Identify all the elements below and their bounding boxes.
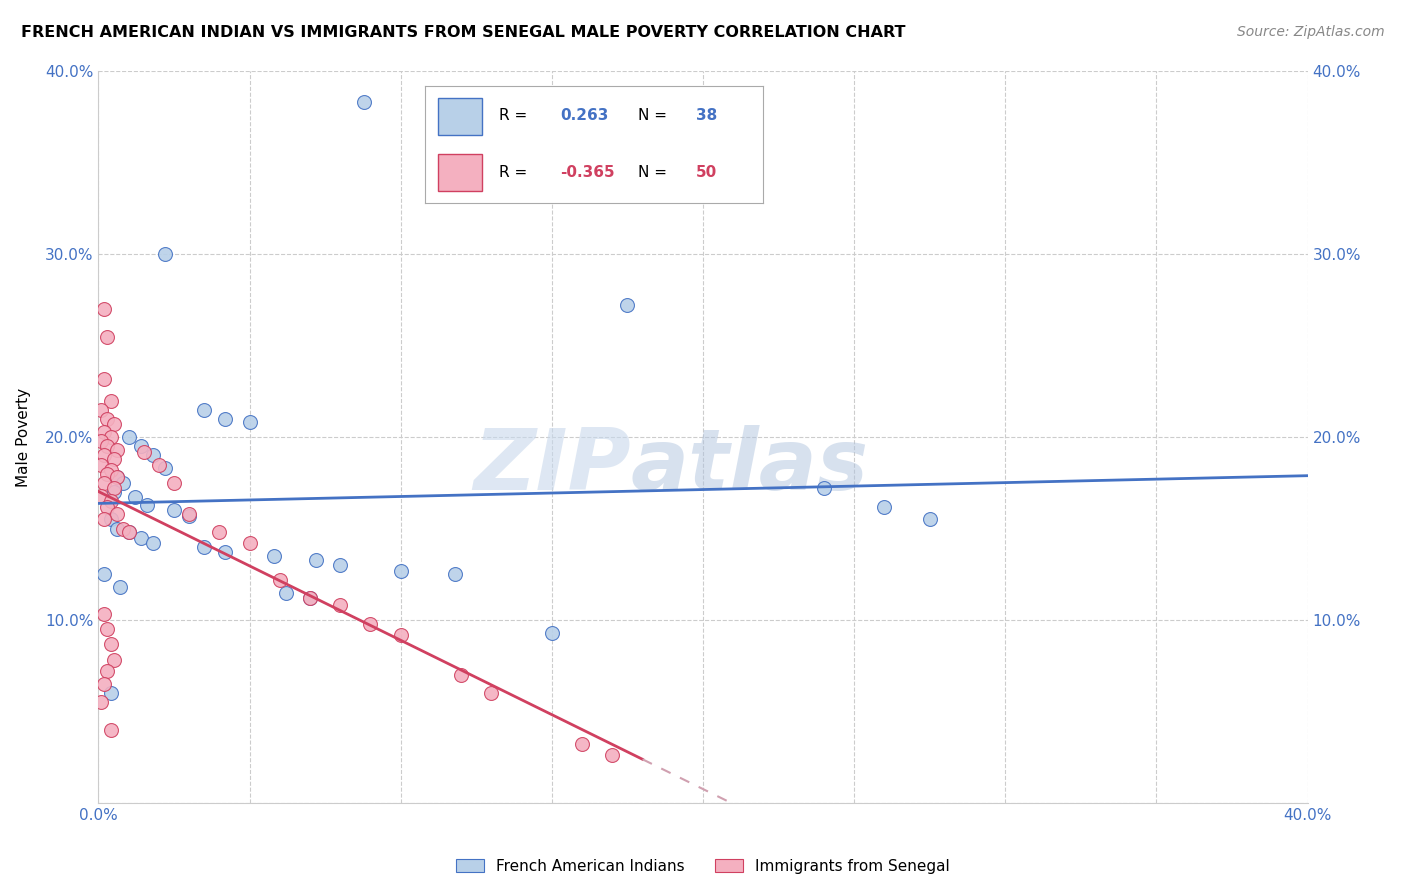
Point xyxy=(93,425,115,439)
Point xyxy=(105,442,128,457)
Point xyxy=(571,737,593,751)
Point xyxy=(96,664,118,678)
Point xyxy=(153,461,176,475)
Point xyxy=(360,616,382,631)
Point xyxy=(193,402,215,417)
Point xyxy=(100,637,122,651)
Point xyxy=(389,627,412,641)
Point xyxy=(100,393,122,408)
Point xyxy=(93,512,115,526)
Point xyxy=(93,448,115,462)
Point xyxy=(93,475,115,490)
Point xyxy=(108,580,131,594)
Point xyxy=(118,430,141,444)
Point xyxy=(103,452,125,467)
Point xyxy=(96,622,118,636)
Point xyxy=(100,512,122,526)
Point xyxy=(269,573,291,587)
Point xyxy=(918,512,941,526)
Text: FRENCH AMERICAN INDIAN VS IMMIGRANTS FROM SENEGAL MALE POVERTY CORRELATION CHART: FRENCH AMERICAN INDIAN VS IMMIGRANTS FRO… xyxy=(21,25,905,40)
Point xyxy=(129,439,152,453)
Point xyxy=(329,599,352,613)
Point xyxy=(124,491,146,505)
Point xyxy=(105,521,128,535)
Point xyxy=(214,412,236,426)
Point xyxy=(142,448,165,462)
Point xyxy=(142,536,165,550)
Point xyxy=(100,494,122,508)
Point xyxy=(111,475,134,490)
Point xyxy=(93,371,115,385)
Point xyxy=(193,540,215,554)
Point xyxy=(616,298,638,312)
Point xyxy=(444,567,467,582)
Point xyxy=(103,481,125,495)
Point xyxy=(96,412,118,426)
Point xyxy=(105,470,128,484)
Y-axis label: Male Poverty: Male Poverty xyxy=(17,387,31,487)
Point xyxy=(90,458,112,472)
Point xyxy=(214,545,236,559)
Point xyxy=(163,475,186,490)
Point xyxy=(90,402,112,417)
Text: atlas: atlas xyxy=(630,425,869,508)
Point xyxy=(353,95,375,110)
Point xyxy=(103,653,125,667)
Point xyxy=(105,470,128,484)
Point xyxy=(103,485,125,500)
Point xyxy=(305,552,328,566)
Point xyxy=(93,301,115,317)
Point xyxy=(100,430,122,444)
Point xyxy=(90,489,112,503)
Point xyxy=(129,531,152,545)
Point xyxy=(179,508,201,523)
Point xyxy=(100,463,122,477)
Point xyxy=(93,607,115,622)
Point xyxy=(93,677,115,691)
Point xyxy=(90,695,112,709)
Point xyxy=(263,549,285,563)
Point xyxy=(602,748,624,763)
Point xyxy=(118,525,141,540)
Point xyxy=(299,591,322,605)
Point xyxy=(103,417,125,432)
Point xyxy=(274,585,297,599)
Point xyxy=(105,507,128,521)
Point xyxy=(118,525,141,540)
Point xyxy=(813,481,835,495)
Point xyxy=(540,625,562,640)
Point xyxy=(100,723,122,737)
Legend: French American Indians, Immigrants from Senegal: French American Indians, Immigrants from… xyxy=(450,853,956,880)
Point xyxy=(153,247,176,261)
Point xyxy=(96,329,118,343)
Point xyxy=(239,416,262,430)
Point xyxy=(450,667,472,681)
Point xyxy=(873,500,896,514)
Point xyxy=(96,500,118,514)
Point xyxy=(148,458,170,472)
Point xyxy=(111,521,134,535)
Point xyxy=(179,507,201,521)
Point xyxy=(389,564,412,578)
Point xyxy=(239,536,262,550)
Point xyxy=(93,567,115,582)
Point xyxy=(208,525,231,540)
Point xyxy=(96,439,118,453)
Point xyxy=(481,686,503,700)
Point xyxy=(163,503,186,517)
Text: Source: ZipAtlas.com: Source: ZipAtlas.com xyxy=(1237,25,1385,39)
Point xyxy=(299,591,322,605)
Point xyxy=(100,686,122,700)
Point xyxy=(329,558,352,573)
Text: ZIP: ZIP xyxy=(472,425,630,508)
Point xyxy=(90,434,112,448)
Point xyxy=(132,444,155,458)
Point xyxy=(96,467,118,481)
Point xyxy=(135,498,157,512)
